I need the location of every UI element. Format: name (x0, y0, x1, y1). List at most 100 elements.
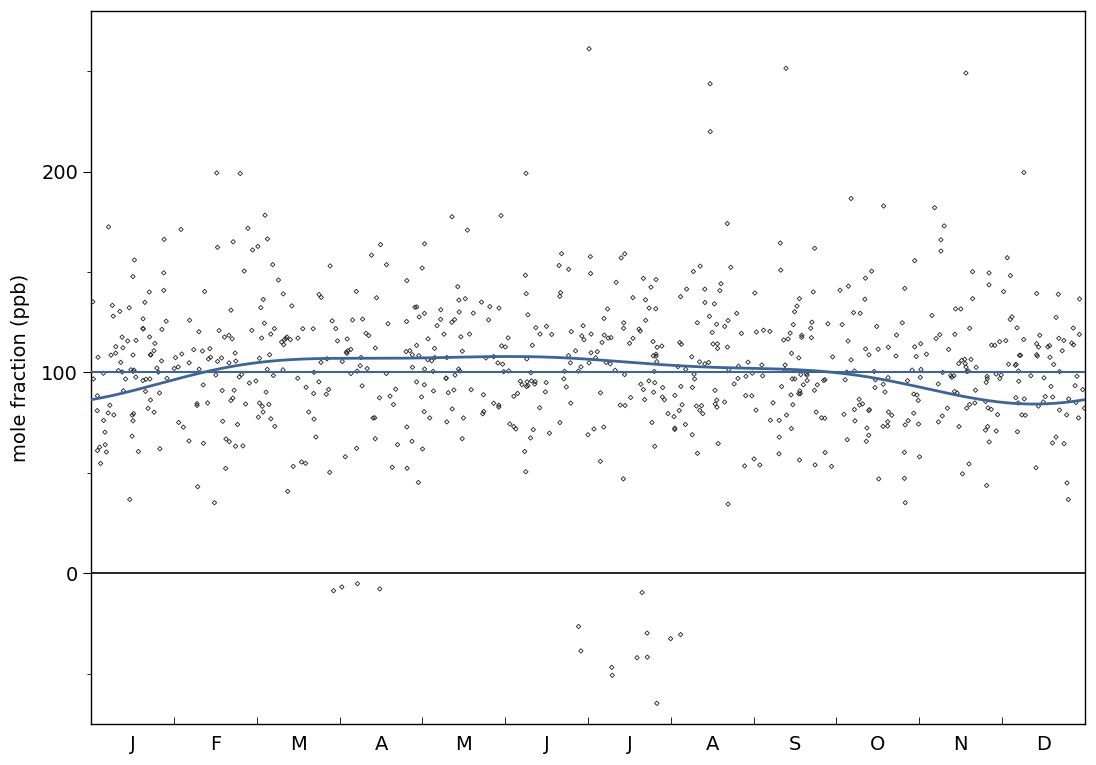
Point (398, 462, 415, 474)
Point (1059, 477, 1076, 489)
Point (172, 223, 190, 236)
Point (1060, 392, 1077, 405)
Point (707, 398, 724, 410)
Point (336, 451, 354, 463)
Point (398, 421, 415, 433)
Point (339, 347, 356, 360)
Point (189, 480, 206, 493)
Point (1007, 392, 1025, 404)
Point (637, 314, 654, 327)
Point (454, 345, 471, 357)
Point (349, 365, 366, 377)
Point (253, 400, 271, 412)
Point (980, 267, 997, 279)
Point (740, 356, 757, 368)
Point (1041, 340, 1059, 352)
Point (585, 423, 603, 435)
Point (196, 285, 214, 298)
Point (631, 325, 649, 337)
Point (251, 397, 269, 409)
Point (1007, 358, 1025, 370)
Point (525, 424, 543, 436)
Point (129, 445, 147, 457)
Point (700, 310, 718, 322)
Point (643, 416, 661, 428)
Point (672, 629, 689, 641)
Point (101, 399, 118, 412)
Point (728, 308, 745, 320)
Point (235, 440, 252, 452)
Point (570, 620, 587, 633)
Point (666, 422, 684, 435)
Point (726, 378, 743, 390)
Point (432, 313, 449, 325)
Point (84, 295, 102, 308)
Point (701, 77, 719, 90)
Point (624, 332, 641, 344)
Point (490, 302, 507, 314)
Point (259, 233, 276, 245)
Point (145, 345, 162, 357)
Point (653, 391, 671, 403)
Point (452, 365, 469, 377)
Point (773, 380, 790, 392)
Point (941, 369, 959, 382)
Point (646, 376, 663, 389)
Point (158, 372, 175, 384)
Point (358, 363, 376, 375)
Point (582, 250, 600, 262)
Point (435, 328, 453, 340)
Point (997, 334, 1015, 347)
Point (1028, 337, 1046, 350)
Point (684, 428, 701, 441)
Point (126, 254, 144, 266)
Point (647, 348, 664, 360)
Point (114, 342, 132, 354)
Point (1064, 339, 1082, 351)
Point (432, 304, 449, 316)
Point (307, 431, 324, 443)
Point (957, 67, 974, 79)
Point (493, 340, 511, 352)
Point (496, 340, 514, 353)
Point (775, 334, 792, 346)
Point (978, 480, 995, 492)
Point (107, 347, 125, 360)
Point (983, 339, 1001, 351)
Point (856, 293, 874, 305)
Point (883, 409, 901, 422)
Point (753, 359, 770, 371)
Point (995, 285, 1013, 298)
Point (127, 371, 145, 383)
Point (815, 374, 833, 386)
Point (198, 397, 216, 409)
Point (743, 367, 761, 379)
Point (1029, 350, 1047, 362)
Point (719, 314, 737, 327)
Point (719, 341, 737, 353)
Point (875, 200, 892, 212)
Point (408, 301, 425, 313)
Point (233, 368, 251, 380)
Point (443, 210, 460, 223)
Point (490, 399, 507, 412)
Point (253, 332, 271, 344)
Point (709, 438, 727, 450)
Point (500, 332, 517, 344)
Point (318, 388, 335, 400)
Point (124, 415, 141, 427)
Point (347, 442, 365, 454)
Point (297, 457, 315, 470)
Point (666, 389, 684, 402)
Point (700, 356, 718, 369)
Point (202, 343, 219, 355)
Point (227, 440, 244, 452)
Point (285, 461, 302, 473)
Point (574, 320, 592, 332)
Point (943, 371, 960, 383)
Point (772, 264, 789, 276)
Point (875, 420, 892, 432)
Point (477, 352, 494, 364)
Point (962, 353, 980, 366)
Point (134, 322, 151, 334)
